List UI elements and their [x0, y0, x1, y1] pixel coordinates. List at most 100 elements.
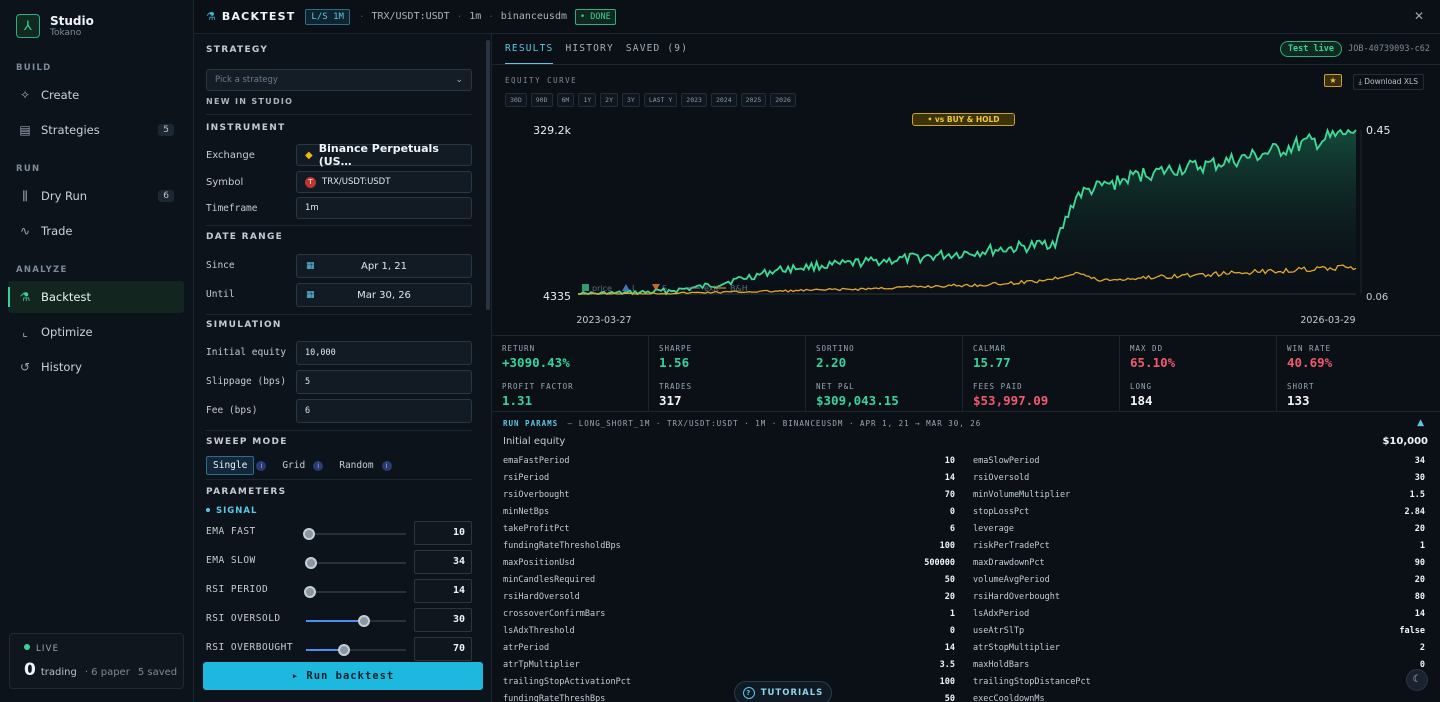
- symbol-select[interactable]: T TRX/USDT:USDT: [296, 171, 472, 193]
- range-button[interactable]: 90D: [530, 93, 553, 107]
- range-button[interactable]: 2024: [710, 93, 737, 107]
- param-key: fundingRateThreshBps: [503, 694, 606, 702]
- config-scrollbar[interactable]: [486, 40, 490, 310]
- range-button[interactable]: 2Y: [600, 93, 618, 107]
- info-icon[interactable]: i: [256, 460, 267, 471]
- info-icon[interactable]: i: [381, 460, 392, 471]
- param-row: takeProfitPct 6 leverage 20: [503, 524, 1428, 541]
- calendar-icon: ▦: [306, 261, 315, 271]
- download-xls-button[interactable]: ⤓ Download XLS: [1352, 74, 1424, 90]
- range-button[interactable]: 2025: [740, 93, 767, 107]
- sidebar-item-trade[interactable]: ∿ Trade: [8, 215, 184, 247]
- tab-history[interactable]: HISTORY: [565, 43, 614, 54]
- param-slider[interactable]: [305, 557, 406, 569]
- param-slider[interactable]: [306, 644, 406, 656]
- count-badge: 6: [158, 190, 174, 202]
- param-row: minCandlesRequired 50 volumeAvgPeriod 20: [503, 575, 1428, 592]
- metric-label: CALMAR: [973, 344, 1007, 353]
- sweep-single-button[interactable]: Single: [206, 456, 255, 475]
- live-status-card[interactable]: LIVE 0 trading · 6 paper 5 saved: [9, 633, 184, 689]
- divider: [206, 430, 472, 431]
- metric-label: SORTINO: [816, 344, 855, 353]
- range-button[interactable]: 2026: [770, 93, 796, 107]
- param-value-input[interactable]: 14: [414, 579, 472, 603]
- range-button[interactable]: 1Y: [578, 93, 597, 107]
- range-button[interactable]: 2023: [681, 93, 707, 107]
- param-value-input[interactable]: 70: [414, 637, 472, 661]
- sidebar-item-dry-run[interactable]: ⫼ Dry Run 6: [8, 180, 184, 212]
- slider-handle[interactable]: [305, 557, 317, 569]
- parameters-heading: PARAMETERS: [206, 487, 287, 497]
- param-value: 3.5: [939, 660, 955, 670]
- slider-handle[interactable]: [358, 615, 370, 627]
- range-button[interactable]: LAST Y: [643, 93, 678, 107]
- param-value-input[interactable]: 30: [414, 608, 472, 632]
- sidebar-item-backtest[interactable]: ⚗ Backtest: [8, 281, 184, 313]
- vs-buy-hold-toggle[interactable]: • vs BUY & HOLD: [912, 113, 1015, 126]
- range-button[interactable]: 6M: [556, 93, 575, 107]
- sweep-grid-button[interactable]: Grid: [282, 460, 306, 471]
- tab-results[interactable]: RESULTS: [505, 34, 554, 64]
- metric-label: FEES PAID: [973, 382, 1023, 391]
- range-button[interactable]: 30D: [505, 93, 527, 107]
- metric-value: 15.77: [973, 355, 1011, 370]
- brand[interactable]: ⅄ Studio Tokano: [16, 12, 94, 40]
- metric-label: RETURN: [502, 344, 536, 353]
- param-key: lsAdxPeriod: [973, 609, 1030, 619]
- collapse-icon[interactable]: ▲: [1417, 418, 1424, 428]
- tab-saved[interactable]: SAVED (9): [625, 43, 689, 54]
- param-value-input[interactable]: 34: [414, 550, 472, 574]
- exchange-select[interactable]: ◆ Binance Perpetuals (US…: [296, 142, 472, 168]
- until-date-picker[interactable]: ▦ Mar 30, 26: [296, 283, 472, 307]
- param-slider[interactable]: [304, 586, 406, 598]
- test-live-button[interactable]: Test live: [1279, 41, 1342, 57]
- metric-value: 1.31: [502, 393, 533, 408]
- theme-toggle-moon-icon[interactable]: ☾: [1406, 669, 1428, 691]
- info-icon[interactable]: i: [313, 460, 324, 471]
- range-button[interactable]: 3Y: [621, 93, 640, 107]
- legend-short-marker: [652, 284, 660, 291]
- tutorials-button[interactable]: ? TUTORIALS: [734, 681, 832, 702]
- new-in-studio-link[interactable]: NEW IN STUDIO: [206, 97, 294, 106]
- run-backtest-button[interactable]: ▸ Run backtest: [203, 662, 483, 690]
- exchange-text: binanceusdm: [500, 11, 567, 22]
- param-slider[interactable]: [306, 615, 406, 627]
- param-label: EMA SLOW: [206, 555, 256, 566]
- slider-handle[interactable]: [303, 528, 315, 540]
- sweep-random-button[interactable]: Random: [339, 460, 374, 471]
- count-badge: 5: [158, 124, 174, 136]
- star-icon[interactable]: ★: [1324, 74, 1342, 87]
- param-key: minVolumeMultiplier: [973, 490, 1071, 500]
- slider-handle[interactable]: [338, 644, 350, 656]
- timeframe-text: 1m: [469, 11, 482, 22]
- since-date-picker[interactable]: ▦ Apr 1, 21: [296, 254, 472, 278]
- since-label: Since: [206, 260, 235, 271]
- initial-equity-input[interactable]: 10,000: [296, 341, 472, 365]
- sidebar-item-create[interactable]: ✧ Create: [8, 79, 184, 111]
- clipboard-icon: ▤: [19, 123, 31, 137]
- sidebar-item-strategies[interactable]: ▤ Strategies 5: [8, 114, 184, 146]
- job-id: JOB-40739093-c62: [1348, 44, 1430, 54]
- metric-label: MAX DD: [1130, 344, 1164, 353]
- slippage-input[interactable]: 5: [296, 370, 472, 394]
- strategy-select[interactable]: Pick a strategy ⌄: [206, 69, 472, 91]
- divider: [206, 225, 472, 226]
- legend-price-swatch: [582, 284, 589, 291]
- sidebar-item-optimize[interactable]: ⌞ Optimize: [8, 316, 184, 348]
- fee-input[interactable]: 6: [296, 399, 472, 423]
- brand-title: Studio: [50, 13, 94, 28]
- param-value-input[interactable]: 10: [414, 521, 472, 545]
- param-key: maxPositionUsd: [503, 558, 575, 568]
- timeframe-select[interactable]: 1m: [296, 197, 472, 219]
- param-row: lsAdxThreshold 0 useAtrSlTp false: [503, 626, 1428, 643]
- metric-value: $53,997.09: [973, 393, 1049, 408]
- sidebar-item-history[interactable]: ↺ History: [8, 351, 184, 383]
- param-label: EMA FAST: [206, 526, 256, 537]
- slider-handle[interactable]: [304, 586, 316, 598]
- page-title: BACKTEST: [221, 10, 296, 23]
- close-icon[interactable]: ✕: [1413, 9, 1424, 23]
- studio-logo-icon: ⅄: [16, 14, 40, 38]
- param-value: false: [1399, 626, 1425, 636]
- param-slider[interactable]: [303, 528, 406, 540]
- param-key: trailingStopDistancePct: [973, 677, 1091, 687]
